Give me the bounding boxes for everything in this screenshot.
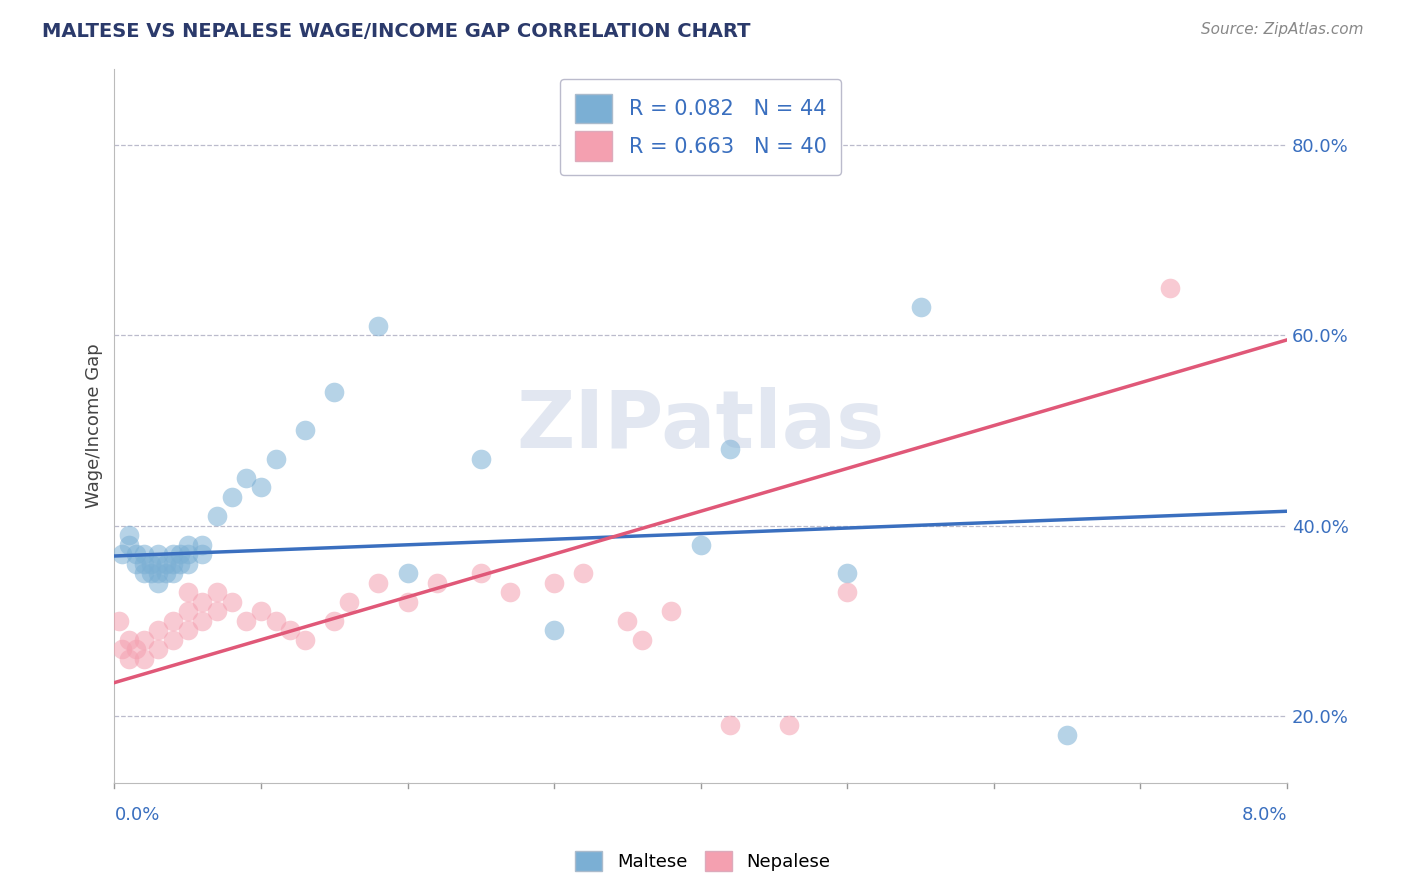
Point <box>191 547 214 561</box>
Point <box>191 537 214 551</box>
Point <box>1159 804 1181 818</box>
Point <box>205 508 228 523</box>
Point <box>337 595 360 609</box>
Point <box>118 632 141 647</box>
Point <box>778 718 800 732</box>
Point <box>139 566 162 581</box>
Point <box>177 585 200 599</box>
Point <box>323 385 346 400</box>
Point <box>250 480 273 494</box>
Text: 0.0%: 0.0% <box>114 806 160 824</box>
Point <box>205 604 228 618</box>
Point <box>148 642 170 657</box>
Point <box>718 718 741 732</box>
Point <box>499 585 522 599</box>
Point <box>1247 795 1270 809</box>
Point <box>177 604 200 618</box>
Point <box>221 490 243 504</box>
Point <box>205 585 228 599</box>
Point <box>235 471 257 485</box>
Point <box>294 632 316 647</box>
Point <box>125 557 148 571</box>
Point <box>631 632 654 647</box>
Point <box>278 624 301 638</box>
Point <box>837 566 859 581</box>
Point <box>470 451 492 466</box>
Point <box>118 652 141 666</box>
Point <box>1159 280 1181 294</box>
Point <box>367 575 389 590</box>
Legend: R = 0.082   N = 44, R = 0.663   N = 40: R = 0.082 N = 44, R = 0.663 N = 40 <box>560 78 841 176</box>
Text: MALTESE VS NEPALESE WAGE/INCOME GAP CORRELATION CHART: MALTESE VS NEPALESE WAGE/INCOME GAP CORR… <box>42 22 751 41</box>
Point <box>177 624 200 638</box>
Point <box>235 614 257 628</box>
Point <box>323 614 346 628</box>
Text: Source: ZipAtlas.com: Source: ZipAtlas.com <box>1201 22 1364 37</box>
Point <box>689 537 711 551</box>
Point <box>148 624 170 638</box>
Point <box>108 614 131 628</box>
Point <box>162 632 184 647</box>
Point <box>132 652 155 666</box>
Point <box>111 642 134 657</box>
Point <box>162 614 184 628</box>
Point <box>148 566 170 581</box>
Point <box>169 547 191 561</box>
Point <box>177 557 200 571</box>
Point <box>718 442 741 457</box>
Point <box>396 566 419 581</box>
Point <box>169 557 191 571</box>
Point <box>148 547 170 561</box>
Point <box>132 566 155 581</box>
Point <box>125 642 148 657</box>
Point <box>148 575 170 590</box>
Point <box>616 614 638 628</box>
Point <box>1056 728 1078 742</box>
Point <box>139 557 162 571</box>
Point <box>264 451 287 466</box>
Point <box>191 614 214 628</box>
Point <box>148 557 170 571</box>
Point <box>162 566 184 581</box>
Point <box>250 604 273 618</box>
Point <box>132 632 155 647</box>
Point <box>177 547 200 561</box>
Point <box>132 557 155 571</box>
Point <box>294 423 316 437</box>
Point <box>367 318 389 333</box>
Point <box>910 300 932 314</box>
Point <box>118 528 141 542</box>
Point <box>221 595 243 609</box>
Point <box>264 614 287 628</box>
Legend: Maltese, Nepalese: Maltese, Nepalese <box>568 844 838 879</box>
Point <box>396 595 419 609</box>
Point <box>162 547 184 561</box>
Point <box>543 575 565 590</box>
Point <box>426 575 449 590</box>
Point <box>837 585 859 599</box>
Point <box>155 557 177 571</box>
Y-axis label: Wage/Income Gap: Wage/Income Gap <box>86 343 103 508</box>
Text: ZIPatlas: ZIPatlas <box>516 386 884 465</box>
Point <box>125 547 148 561</box>
Point <box>191 595 214 609</box>
Point <box>177 537 200 551</box>
Point <box>132 547 155 561</box>
Point <box>118 537 141 551</box>
Point <box>470 566 492 581</box>
Point <box>543 624 565 638</box>
Text: 8.0%: 8.0% <box>1241 806 1286 824</box>
Point <box>111 547 134 561</box>
Point <box>572 566 595 581</box>
Point <box>661 604 683 618</box>
Point <box>162 557 184 571</box>
Point <box>155 566 177 581</box>
